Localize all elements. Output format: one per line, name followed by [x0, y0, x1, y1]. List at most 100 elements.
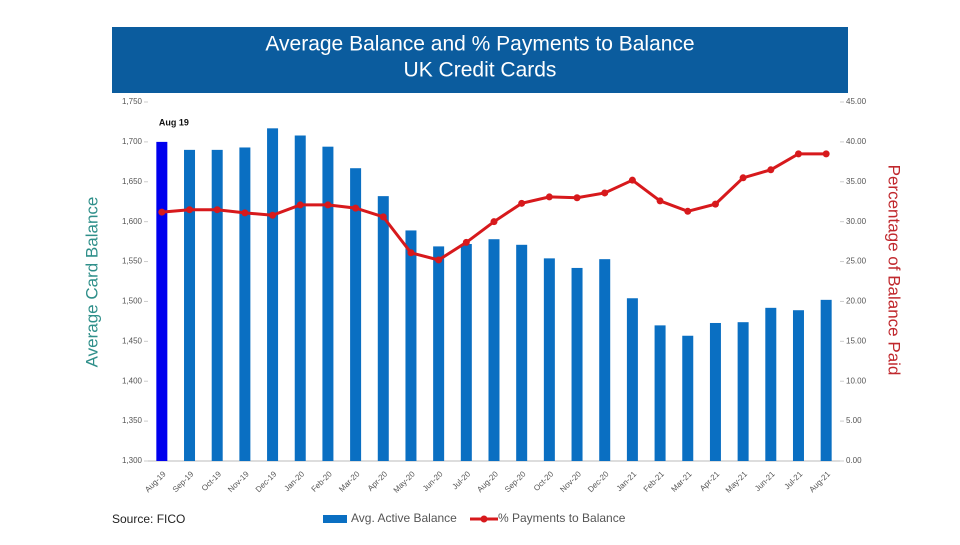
y-tick-label: 1,350 [122, 416, 143, 425]
y-tick-label: 1,550 [122, 257, 143, 266]
y2-tick-label: 45.00 [846, 97, 867, 106]
bar [571, 267, 583, 461]
line-marker [545, 193, 553, 201]
bar [709, 322, 721, 461]
x-tick-label: Feb-20 [310, 469, 335, 494]
annotation: Aug 19 [159, 117, 189, 127]
bar [488, 239, 500, 461]
bar [460, 244, 472, 461]
line-marker [711, 200, 719, 208]
line-marker [518, 199, 526, 207]
line-marker [656, 197, 664, 205]
bar [599, 259, 611, 461]
bar [267, 128, 279, 461]
y-tick-label: 1,450 [122, 336, 143, 345]
bar [350, 168, 362, 461]
line-marker [186, 206, 194, 214]
y2-tick-label: 10.00 [846, 376, 867, 385]
y-axis-title: Average Card Balance [82, 197, 101, 368]
x-tick-label: Sep-19 [171, 469, 196, 494]
bar [516, 244, 528, 461]
line-marker [822, 150, 830, 158]
bar [184, 149, 196, 461]
legend-swatch [480, 515, 488, 523]
y-tick-label: 1,500 [122, 297, 143, 306]
line-marker [269, 211, 277, 219]
bar [405, 230, 417, 461]
line-marker [601, 189, 609, 197]
y2-tick-label: 30.00 [846, 217, 867, 226]
x-tick-label: Apr-21 [698, 469, 722, 493]
line-marker [490, 218, 498, 226]
y2-axis-title: Percentage of Balance Paid [885, 165, 904, 376]
line-marker [435, 256, 443, 264]
x-tick-label: Jun-21 [753, 469, 777, 493]
x-tick-label: Jul-20 [450, 469, 472, 491]
legend-swatch [323, 515, 347, 523]
y-tick-label: 1,650 [122, 177, 143, 186]
header-band [112, 27, 848, 93]
bar [654, 325, 666, 461]
y-tick-label: 1,750 [122, 97, 143, 106]
line-marker [379, 213, 387, 221]
line-marker [213, 206, 221, 214]
x-tick-label: Aug-21 [807, 469, 832, 494]
line-marker [158, 208, 166, 216]
x-tick-label: Feb-21 [642, 469, 667, 494]
bar [626, 298, 638, 461]
x-tick-label: Nov-20 [558, 469, 583, 494]
bar [294, 135, 306, 462]
line-marker [462, 238, 470, 246]
bar [792, 310, 804, 461]
bar [433, 246, 445, 461]
line-marker [628, 176, 636, 184]
line-marker [573, 194, 581, 202]
bar [765, 307, 777, 461]
x-tick-label: Oct-20 [532, 469, 556, 493]
x-tick-label: Jan-20 [282, 469, 306, 493]
bar [377, 196, 389, 462]
x-tick-label: Mar-20 [337, 469, 362, 494]
x-tick-label: Jun-20 [421, 469, 445, 493]
line-marker [767, 166, 775, 174]
bar [322, 146, 334, 462]
source-note: Source: FICO [112, 512, 185, 526]
y-tick-label: 1,300 [122, 456, 143, 465]
y2-tick-label: 35.00 [846, 177, 867, 186]
x-tick-label: Aug-19 [143, 469, 168, 494]
legend-label: Avg. Active Balance [351, 511, 457, 525]
y2-tick-label: 40.00 [846, 137, 867, 146]
x-tick-label: Mar-21 [669, 469, 694, 494]
bar [239, 147, 251, 461]
x-tick-label: Jan-21 [615, 469, 639, 493]
y-tick-label: 1,400 [122, 376, 143, 385]
y2-tick-label: 25.00 [846, 257, 867, 266]
legend-label: % Payments to Balance [498, 511, 626, 525]
y2-tick-label: 5.00 [846, 416, 862, 425]
x-tick-label: Dec-19 [254, 469, 279, 494]
y2-tick-label: 15.00 [846, 336, 867, 345]
line-marker [794, 150, 802, 158]
x-tick-label: Nov-19 [226, 469, 251, 494]
line-marker [739, 174, 747, 182]
bar [211, 149, 223, 461]
x-tick-label: Sep-20 [503, 469, 528, 494]
line-marker [407, 249, 415, 257]
y-tick-label: 1,700 [122, 137, 143, 146]
x-tick-label: May-20 [392, 469, 418, 495]
x-tick-label: Oct-19 [200, 469, 224, 493]
chart-title: Average Balance and % Payments to Balanc… [265, 33, 694, 56]
y2-tick-label: 20.00 [846, 297, 867, 306]
bar [682, 335, 694, 461]
line-marker [241, 209, 249, 217]
x-tick-label: Aug-20 [475, 469, 500, 494]
x-tick-label: Jul-21 [783, 469, 805, 491]
y-tick-label: 1,600 [122, 217, 143, 226]
x-tick-label: Dec-20 [586, 469, 611, 494]
y2-tick-label: 0.00 [846, 456, 862, 465]
line-marker [352, 204, 360, 212]
bar [156, 141, 168, 461]
bar [737, 322, 749, 461]
line-marker [296, 201, 304, 209]
